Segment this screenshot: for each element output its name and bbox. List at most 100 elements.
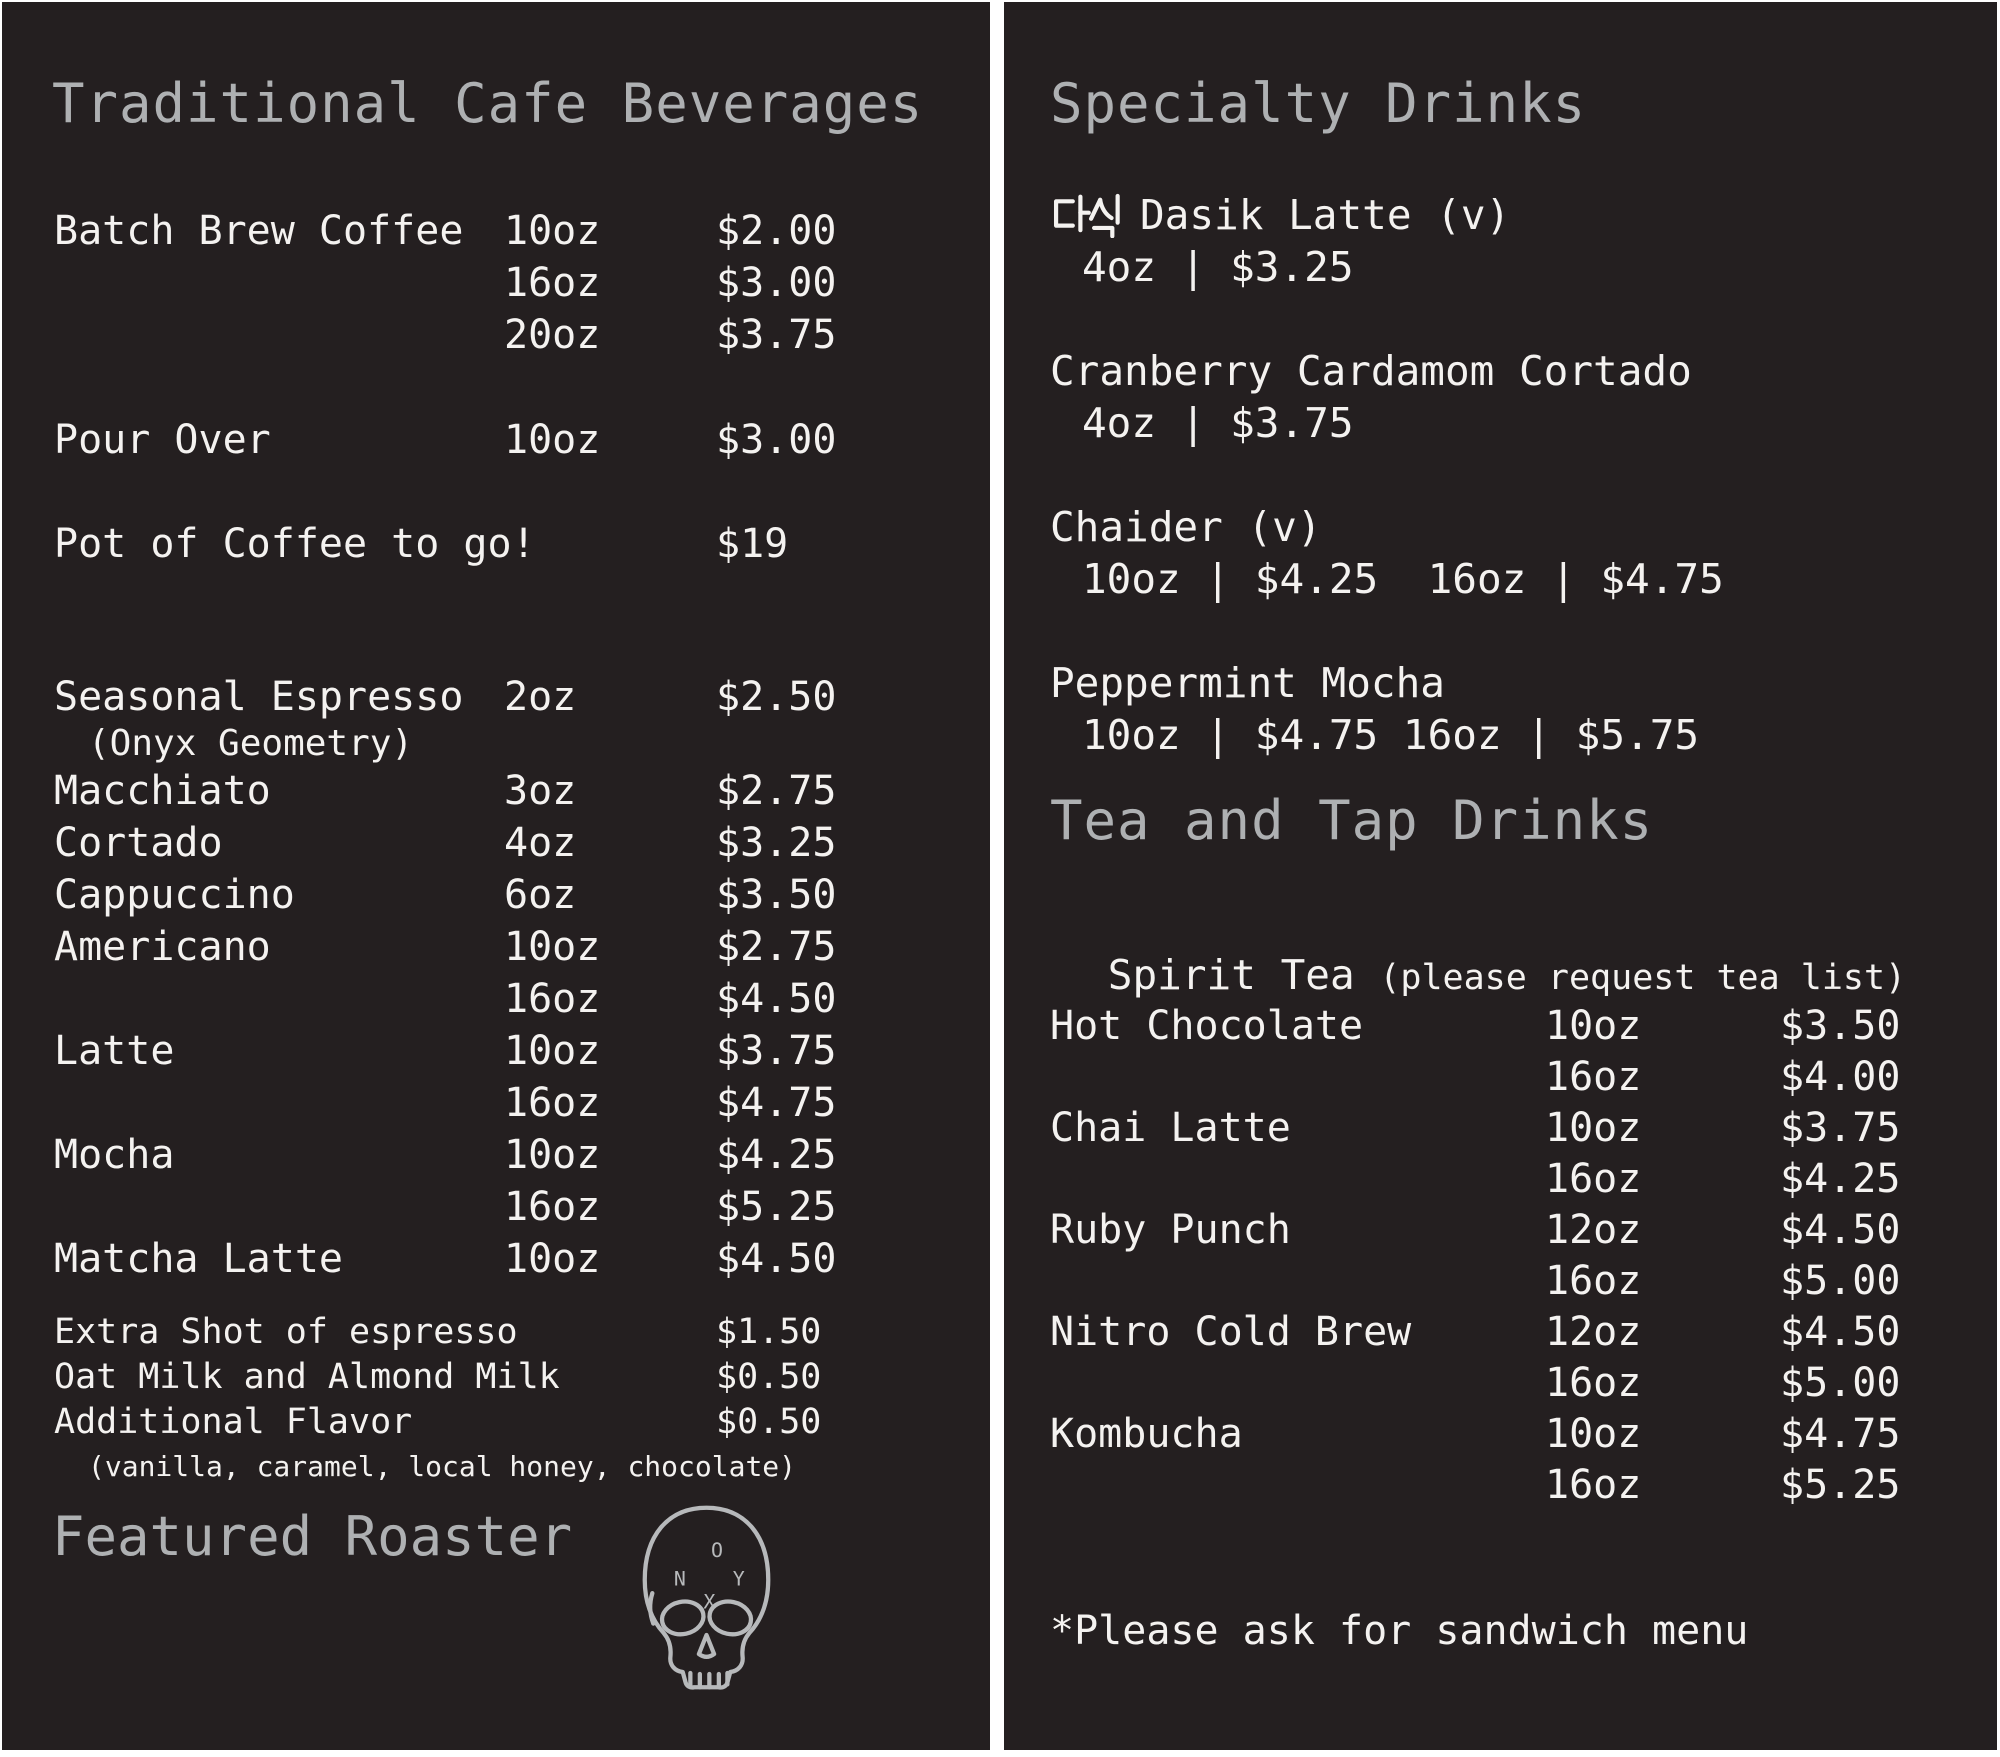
item-name: Macchiato <box>54 768 271 814</box>
item-price: $4.75 <box>716 1080 837 1126</box>
spirit-tea-line: Spirit Tea (please request tea list) <box>1004 897 1997 999</box>
item-price: $4.00 <box>1780 1054 1901 1100</box>
special-name: Dasik Latte (v) <box>1140 191 1511 239</box>
item-price: $5.00 <box>1780 1360 1901 1406</box>
menu-row-seasonal-espresso: Seasonal Espresso 2oz $2.50 <box>2 671 990 723</box>
skull-letter-o: O <box>711 1538 723 1562</box>
item-size: 10oz <box>1545 1003 1642 1049</box>
menu-row: 16oz $4.50 <box>2 973 990 1025</box>
item-size: 2oz <box>504 674 577 720</box>
item-price: $3.00 <box>716 260 837 306</box>
item-size: 10oz <box>504 208 601 254</box>
special-detail: 4oz | $3.25 <box>1082 243 1354 291</box>
item-size: 3oz <box>504 768 577 814</box>
special-detail: 4oz | $3.75 <box>1082 399 1354 447</box>
item-name: Nitro Cold Brew <box>1050 1309 1412 1355</box>
item-size: 4oz <box>504 820 577 866</box>
addon-name: Extra Shot of espresso <box>54 1312 518 1352</box>
item-price: $3.50 <box>716 872 837 918</box>
item-name: Americano <box>54 924 271 970</box>
item-name: Ruby Punch <box>1050 1207 1291 1253</box>
item-name <box>1050 1460 1545 1511</box>
item-size: 16oz <box>1545 1360 1642 1406</box>
menu-row-latte: Latte 10oz $3.75 <box>2 1025 990 1077</box>
menu-row-matcha-latte: Matcha Latte 10oz $4.50 <box>2 1233 990 1285</box>
menu-row-mocha: Mocha 10oz $4.25 <box>2 1129 990 1181</box>
special-detail: 10oz | $4.75 16oz | $5.75 <box>1082 711 1700 759</box>
item-name: Batch Brew Coffee <box>54 208 464 254</box>
featured-roaster-heading: Featured Roaster <box>52 1505 573 1568</box>
item-price: $19 <box>716 521 789 567</box>
skull-teeth <box>688 1670 730 1690</box>
addon-price: $0.50 <box>716 1402 822 1442</box>
special-name: Cranberry Cardamom Cortado <box>1050 347 1692 395</box>
item-size: 10oz <box>1545 1105 1642 1151</box>
menu-row-cappuccino: Cappuccino 6oz $3.50 <box>2 869 990 921</box>
item-price: $2.50 <box>716 674 837 720</box>
item-name <box>54 257 504 309</box>
item-size: 16oz <box>504 1184 601 1230</box>
item-price: $4.25 <box>716 1132 837 1178</box>
menu-row-batch-brew: Batch Brew Coffee 10oz $2.00 <box>2 205 990 257</box>
tap-row-nitro-cold-brew: Nitro Cold Brew 12oz $4.50 <box>1004 1307 1997 1358</box>
item-name <box>54 1077 504 1129</box>
menu-row: 16oz $3.00 <box>2 257 990 309</box>
addon-price: $0.50 <box>716 1357 822 1397</box>
item-price: $2.75 <box>716 924 837 970</box>
tap-row: 16oz $5.25 <box>1004 1460 1997 1511</box>
skull-letter-y: Y <box>733 1567 745 1591</box>
special-name: Peppermint Mocha <box>1050 659 1445 707</box>
item-size: 20oz <box>504 312 601 358</box>
item-name: Pot of Coffee to go! <box>54 521 536 567</box>
tap-row: 16oz $5.00 <box>1004 1358 1997 1409</box>
onyx-skull-logo: O N Y X <box>642 1505 771 1690</box>
menu-row-cortado: Cortado 4oz $3.25 <box>2 817 990 869</box>
menu-row: 16oz $5.25 <box>2 1181 990 1233</box>
special-item-cranberry-cortado: Cranberry Cardamom Cortado <box>1004 345 1997 397</box>
menu-row-macchiato: Macchiato 3oz $2.75 <box>2 765 990 817</box>
skull-letter-n: N <box>674 1567 686 1591</box>
item-price: $3.75 <box>716 1028 837 1074</box>
addon-row-additional-flavor: Additional Flavor $0.50 <box>2 1400 990 1445</box>
item-size: 16oz <box>504 976 601 1022</box>
special-item-chaider: Chaider (v) <box>1004 501 1997 553</box>
menu-row: 20oz $3.75 <box>2 309 990 361</box>
tap-row: 16oz $5.00 <box>1004 1256 1997 1307</box>
sandwich-menu-footnote: *Please ask for sandwich menu <box>1050 1608 1749 1654</box>
tap-row: 16oz $4.00 <box>1004 1052 1997 1103</box>
item-name: Cortado <box>54 820 223 866</box>
item-price: $3.75 <box>716 312 837 358</box>
item-price: $4.75 <box>1780 1411 1901 1457</box>
item-price: $5.25 <box>716 1184 837 1230</box>
addon-row-alt-milk: Oat Milk and Almond Milk $0.50 <box>2 1355 990 1400</box>
item-size: 10oz <box>504 417 601 463</box>
item-price: $4.50 <box>716 976 837 1022</box>
item-price: $2.75 <box>716 768 837 814</box>
specialty-drinks-panel: Specialty Drinks Dasik Latte (v) 4oz | $… <box>1004 2 1997 1750</box>
special-item-peppermint-mocha: Peppermint Mocha <box>1004 657 1997 709</box>
item-name: Pour Over <box>54 417 271 463</box>
item-name: Mocha <box>54 1132 175 1178</box>
skull-left-eye <box>659 1599 706 1637</box>
item-size: 10oz <box>504 1132 601 1178</box>
item-size: 16oz <box>504 1080 601 1126</box>
tea-and-tap-heading: Tea and Tap Drinks <box>1050 789 1654 852</box>
addon-price: $1.50 <box>716 1312 822 1352</box>
tap-row-hot-chocolate: Hot Chocolate 10oz $3.50 <box>1004 1001 1997 1052</box>
item-size <box>504 518 716 570</box>
item-size: 10oz <box>504 924 601 970</box>
item-name <box>1050 1358 1545 1409</box>
item-size: 16oz <box>1545 1156 1642 1202</box>
menu-row-pour-over: Pour Over 10oz $3.00 <box>2 414 990 466</box>
tap-row-kombucha: Kombucha 10oz $4.75 <box>1004 1409 1997 1460</box>
item-name: Kombucha <box>1050 1411 1243 1457</box>
skull-right-eye <box>707 1599 754 1637</box>
item-size: 16oz <box>1545 1462 1642 1508</box>
item-price: $5.25 <box>1780 1462 1901 1508</box>
addon-row-extra-shot: Extra Shot of espresso $1.50 <box>2 1310 990 1355</box>
menu-row-pot-of-coffee: Pot of Coffee to go! $19 <box>2 518 990 570</box>
item-name: Matcha Latte <box>54 1236 343 1282</box>
item-price: $3.75 <box>1780 1105 1901 1151</box>
spirit-tea-note: (please request tea list) <box>1379 958 1907 998</box>
item-price: $2.00 <box>716 208 837 254</box>
